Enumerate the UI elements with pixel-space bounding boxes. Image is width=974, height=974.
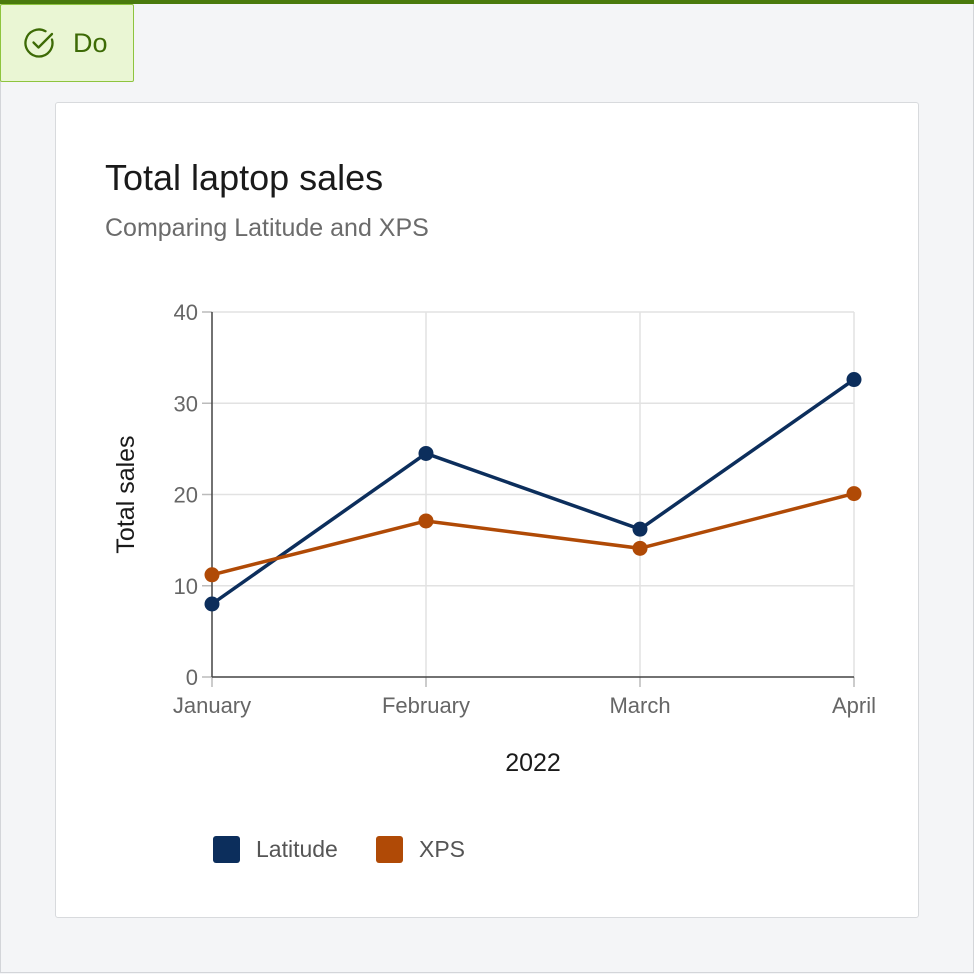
data-point-xps — [846, 486, 862, 502]
legend-item-xps: XPS — [376, 836, 465, 863]
top-accent-bar — [0, 0, 974, 4]
y-tick-label: 20 — [174, 483, 198, 508]
legend-swatch-xps — [376, 836, 403, 863]
x-tick-label: February — [382, 693, 470, 718]
series-line-latitude — [210, 378, 856, 606]
data-point-latitude — [204, 596, 220, 612]
y-axis-title: Total sales — [112, 435, 140, 553]
legend-label-xps: XPS — [419, 836, 466, 862]
check-circle-icon — [24, 28, 54, 58]
y-tick-label: 0 — [186, 665, 198, 690]
x-tick-label: April — [832, 693, 876, 718]
y-tick-label: 30 — [174, 391, 198, 416]
data-point-xps — [204, 567, 220, 583]
do-label: Do — [73, 27, 108, 58]
legend-label-latitude: Latitude — [256, 836, 338, 862]
data-point-xps — [418, 513, 434, 529]
legend-item-latitude: Latitude — [213, 836, 338, 863]
line-chart: 0 10 20 30 40 January February March April 2022 To… — [112, 300, 876, 777]
y-tick-label: 10 — [174, 574, 198, 599]
x-axis-title: 2022 — [505, 749, 561, 777]
series-line-xps — [211, 491, 855, 577]
x-tick-label: January — [173, 693, 251, 718]
x-tick-label: March — [609, 693, 670, 718]
data-point-latitude — [632, 521, 648, 537]
chart-card: Total laptop sales Comparing Latitude an… — [55, 102, 919, 918]
do-badge: Do — [0, 4, 134, 82]
chart-subtitle: Comparing Latitude and XPS — [105, 214, 429, 242]
data-point-xps — [632, 540, 648, 556]
data-point-latitude — [846, 372, 862, 388]
chart-title: Total laptop sales — [105, 157, 384, 198]
data-point-latitude — [418, 445, 434, 461]
legend-swatch-latitude — [213, 836, 240, 863]
y-tick-label: 40 — [174, 300, 198, 325]
